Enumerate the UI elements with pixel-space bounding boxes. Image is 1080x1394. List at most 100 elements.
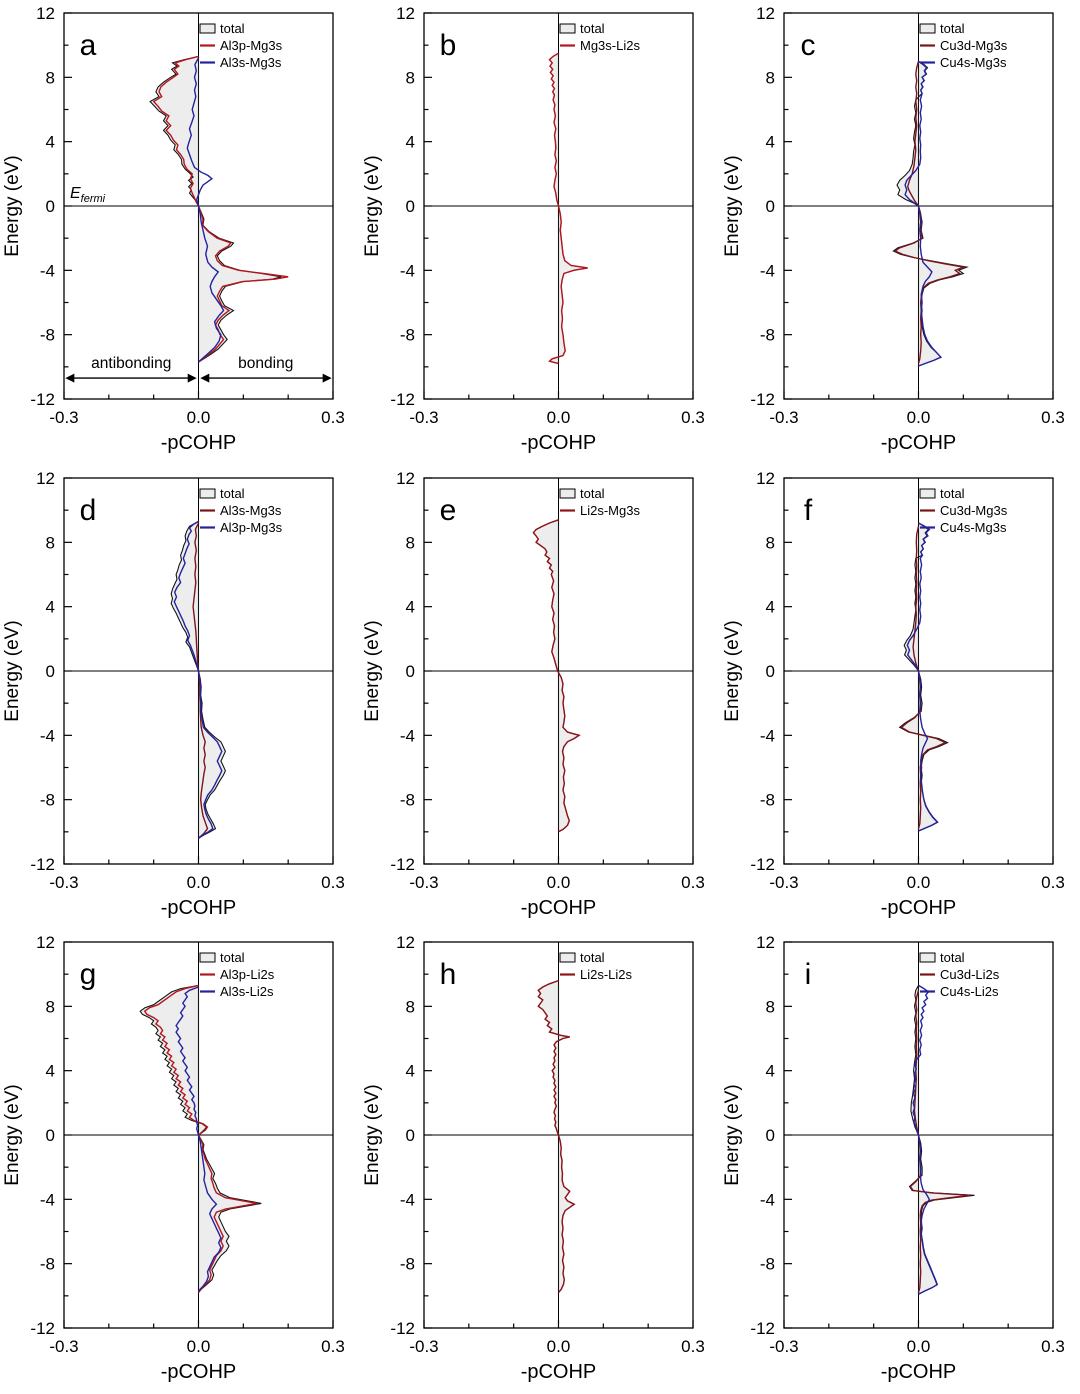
- x-axis-label: -pCOHP: [161, 432, 237, 454]
- series-group: [892, 60, 969, 367]
- panel-letter: i: [805, 958, 812, 991]
- legend-swatch-total: [919, 23, 936, 34]
- series-Al3p-Mg3s: [173, 520, 223, 839]
- legend-label: Li2s-Mg3s: [580, 503, 640, 518]
- y-tick-label: 4: [766, 1062, 775, 1081]
- legend: total Al3p-Mg3s Al3s-Mg3s: [199, 21, 283, 70]
- panel-b-chart: -12 -8 -4 0 4 8 12 -0.3 0.0 0.3 -pCOHP Energy (eV) b…: [362, 4, 705, 454]
- y-tick-label: -12: [750, 1319, 775, 1338]
- panel-h-chart: -12 -8 -4 0 4 8 12 -0.3 0.0 0.3 -pCOHP Energy (eV) h…: [362, 933, 705, 1383]
- x-tick-label: 0.3: [681, 408, 705, 427]
- y-tick-label: 0: [46, 1126, 55, 1145]
- y-tick-label: -4: [40, 261, 55, 280]
- panel-f-chart: -12 -8 -4 0 4 8 12 -0.3 0.0 0.3 -pCOHP Energy (eV) f…: [722, 469, 1065, 919]
- y-tick-label: 0: [406, 662, 415, 681]
- legend: total Al3s-Mg3s Al3p-Mg3s: [199, 486, 283, 535]
- y-tick-label: -4: [760, 261, 775, 280]
- x-axis-label: -pCOHP: [521, 432, 597, 454]
- legend-label: Cu4s-Mg3s: [940, 520, 1007, 535]
- x-axis-label: -pCOHP: [881, 897, 957, 919]
- x-axis-label: -pCOHP: [161, 1361, 237, 1383]
- y-tick-label: -12: [390, 855, 415, 874]
- series-group: [139, 985, 262, 1295]
- y-tick-label: -8: [760, 1255, 775, 1274]
- y-tick-label: 12: [396, 933, 415, 952]
- x-tick-label: 0.0: [187, 408, 211, 427]
- series-Al3s-Li2s: [175, 986, 222, 1292]
- panel-letter: c: [801, 29, 816, 62]
- legend-swatch-total: [919, 952, 936, 963]
- y-tick-label: 0: [766, 197, 775, 216]
- legend-swatch-total: [559, 488, 576, 499]
- legend-swatch-total: [559, 23, 576, 34]
- panel-d-chart: -12 -8 -4 0 4 8 12 -0.3 0.0 0.3 -pCOHP Energy (eV) d…: [2, 469, 345, 919]
- series-Cu3d-Mg3s: [893, 61, 966, 364]
- y-tick-label: 8: [406, 533, 415, 552]
- series-Al3p-Li2s: [143, 985, 257, 1294]
- panel-letter: f: [804, 494, 813, 527]
- legend-label: Li2s-Li2s: [580, 967, 633, 982]
- legend: total Mg3s-Li2s: [559, 21, 640, 53]
- series-Cu4s-Mg3s: [904, 60, 943, 367]
- y-axis-label: Energy (eV): [722, 620, 743, 721]
- y-tick-label: 0: [46, 662, 55, 681]
- x-tick-label: 0.0: [547, 873, 571, 892]
- legend-label: Cu3d-Mg3s: [940, 38, 1008, 53]
- y-tick-label: 12: [36, 933, 55, 952]
- y-tick-label: -12: [30, 390, 55, 409]
- y-axis-label: Energy (eV): [362, 620, 383, 721]
- y-tick-label: -4: [400, 726, 415, 745]
- x-tick-label: 0.3: [321, 408, 345, 427]
- annotation-label-antibonding: antibonding: [91, 355, 171, 372]
- x-tick-label: 0.0: [907, 873, 931, 892]
- y-tick-label: 4: [46, 1062, 55, 1081]
- legend-label: Al3s-Mg3s: [220, 503, 282, 518]
- series-Li2s-Li2s: [537, 980, 576, 1294]
- x-tick-label: 0.0: [907, 408, 931, 427]
- y-tick-label: 12: [396, 469, 415, 488]
- series-Cu4s-Li2s: [912, 985, 939, 1296]
- x-tick-label: 0.3: [321, 873, 345, 892]
- x-tick-label: 0.3: [321, 1337, 345, 1356]
- y-tick-label: 8: [766, 68, 775, 87]
- y-tick-label: -4: [760, 726, 775, 745]
- series-Li2s-Mg3s: [532, 518, 581, 833]
- y-tick-label: -12: [750, 390, 775, 409]
- y-tick-label: 8: [46, 533, 55, 552]
- x-tick-label: -0.3: [49, 1337, 78, 1356]
- panel-letter: d: [80, 494, 97, 527]
- legend: total Cu3d-Mg3s Cu4s-Mg3s: [919, 21, 1008, 70]
- legend: total Li2s-Mg3s: [559, 486, 640, 518]
- y-tick-label: 4: [766, 597, 775, 616]
- x-tick-label: 0.0: [547, 1337, 571, 1356]
- x-tick-label: -0.3: [769, 873, 798, 892]
- x-tick-label: -0.3: [49, 873, 78, 892]
- legend-label: total: [940, 950, 965, 965]
- legend-label: Al3p-Mg3s: [220, 520, 283, 535]
- y-tick-label: 12: [396, 4, 415, 23]
- y-tick-label: -8: [400, 326, 415, 345]
- y-tick-label: 0: [406, 197, 415, 216]
- x-tick-label: -0.3: [769, 408, 798, 427]
- series-total: [898, 521, 949, 832]
- annotation-arrow-bonding: bonding: [200, 355, 332, 383]
- series-total: [537, 980, 576, 1295]
- legend: total Li2s-Li2s: [559, 950, 633, 982]
- legend-label: Al3p-Mg3s: [220, 38, 283, 53]
- y-tick-label: 12: [756, 4, 775, 23]
- fermi-label: Efermi: [70, 185, 106, 205]
- y-axis-label: Energy (eV): [2, 155, 23, 256]
- y-tick-label: -12: [750, 855, 775, 874]
- y-tick-label: -12: [30, 855, 55, 874]
- x-tick-label: 0.0: [187, 1337, 211, 1356]
- legend-label: Mg3s-Li2s: [580, 38, 640, 53]
- y-tick-label: -4: [400, 261, 415, 280]
- legend-swatch-total: [559, 952, 576, 963]
- series-group: [898, 521, 949, 832]
- legend-label: total: [220, 486, 245, 501]
- x-tick-label: 0.3: [1041, 408, 1065, 427]
- legend: total Al3p-Li2s Al3s-Li2s: [199, 950, 275, 999]
- x-tick-label: 0.0: [907, 1337, 931, 1356]
- x-tick-label: 0.3: [1041, 873, 1065, 892]
- x-axis-label: -pCOHP: [161, 897, 237, 919]
